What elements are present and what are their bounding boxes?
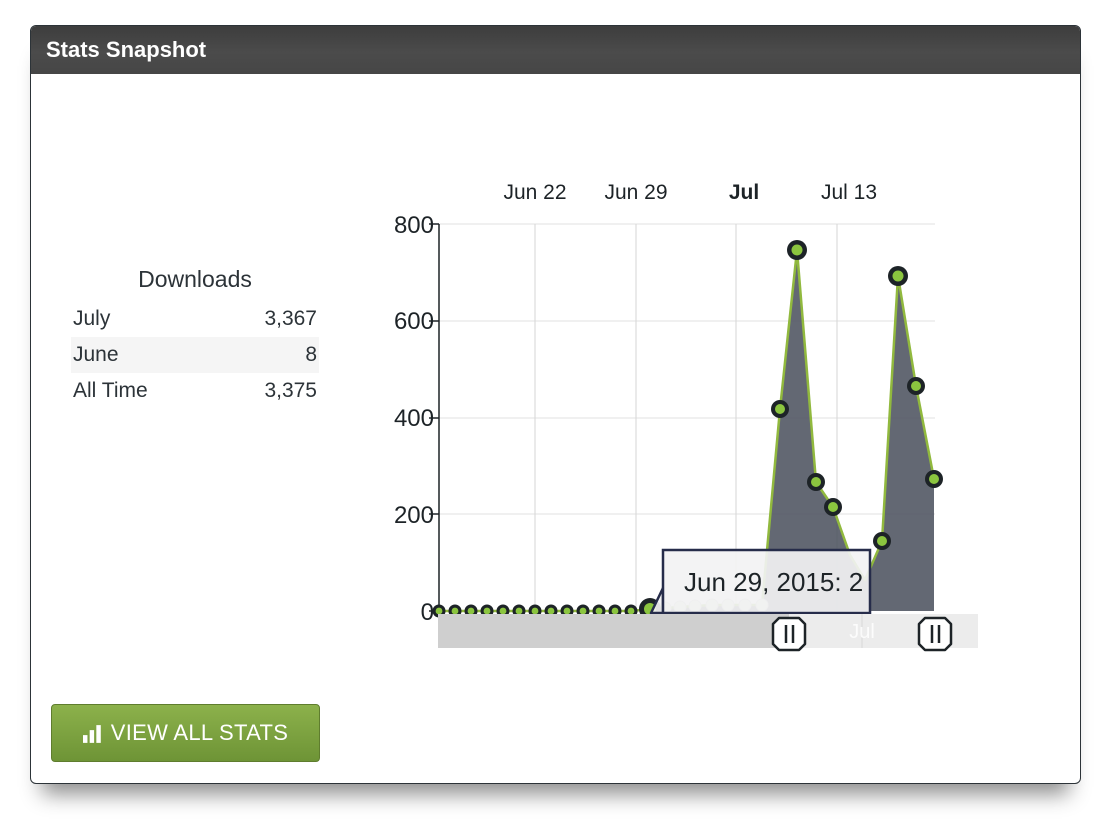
svg-text:0: 0 xyxy=(421,599,434,626)
svg-text:800: 800 xyxy=(394,212,434,239)
svg-text:Jun 29, 2015: 2: Jun 29, 2015: 2 xyxy=(684,567,863,597)
svg-text:Jul 13: Jul 13 xyxy=(821,181,877,204)
svg-text:600: 600 xyxy=(394,308,434,335)
svg-text:400: 400 xyxy=(394,405,434,432)
svg-text:200: 200 xyxy=(394,502,434,529)
svg-text:Jul: Jul xyxy=(729,181,759,204)
svg-text:Jun 29: Jun 29 xyxy=(604,181,667,204)
svg-text:Jul: Jul xyxy=(849,621,875,643)
svg-text:Jun 22: Jun 22 xyxy=(503,181,566,204)
